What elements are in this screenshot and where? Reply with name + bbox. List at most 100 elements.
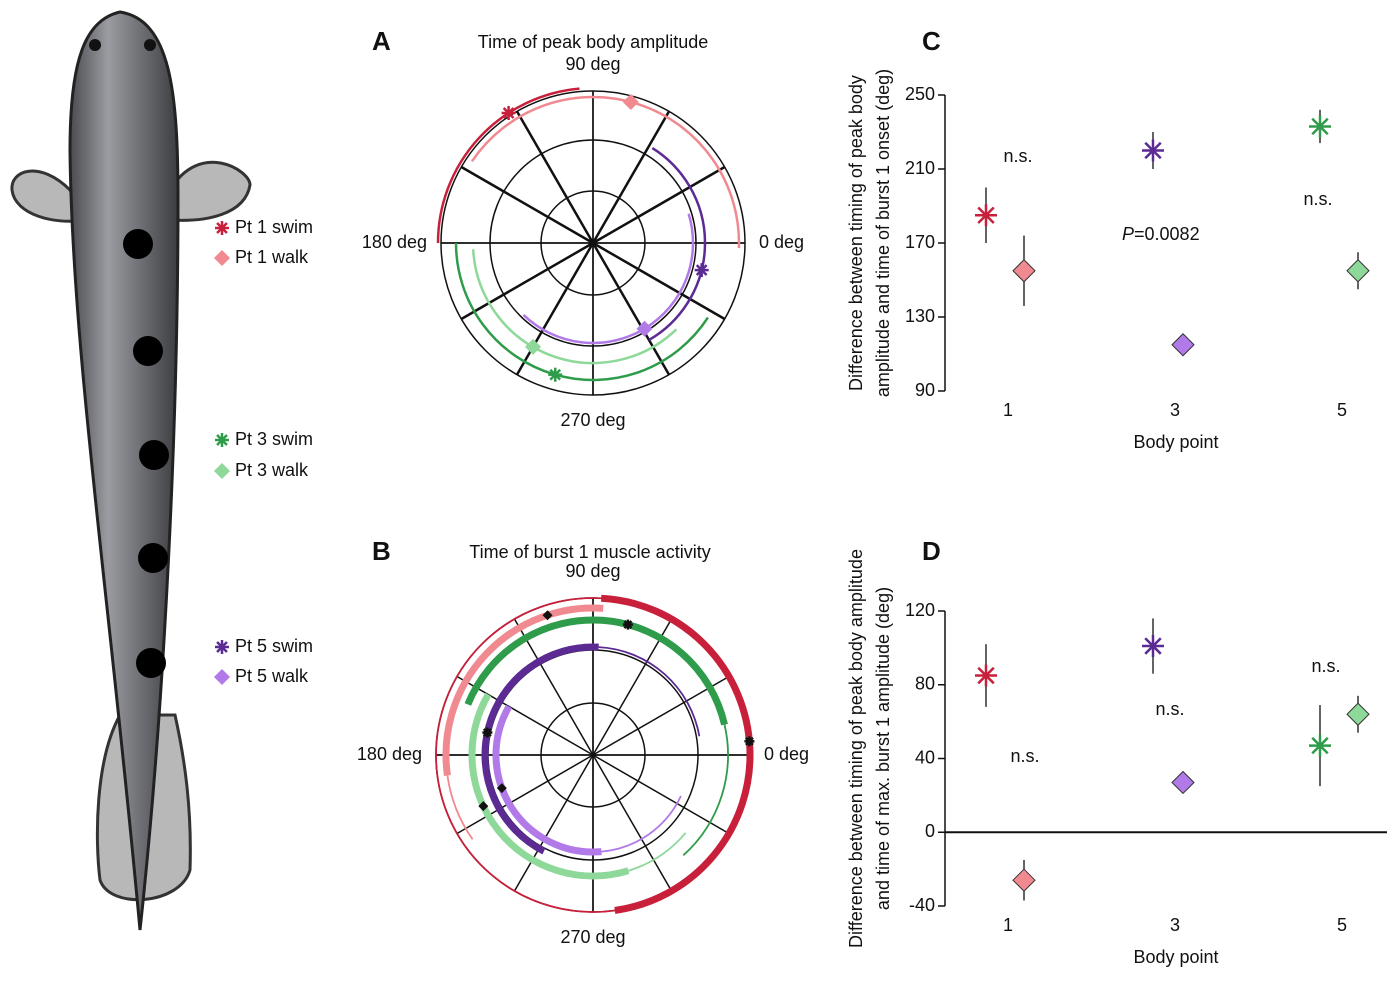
x-tick-label: 1 <box>1003 400 1013 420</box>
phase-arc-thin <box>628 832 687 872</box>
phase-arc-thin <box>682 724 729 856</box>
phase-arc-thin <box>598 646 701 737</box>
x-tick-label: 5 <box>1337 400 1347 420</box>
chart-title: Time of peak body amplitude <box>478 32 708 52</box>
legend-label: Pt 1 walk <box>235 247 309 267</box>
mean-marker <box>636 320 653 337</box>
x-tick-label: 3 <box>1170 400 1180 420</box>
phase-arc-thin <box>446 775 474 840</box>
mean-marker <box>622 619 633 630</box>
panel-label: A <box>372 26 391 56</box>
phase-arc-thick <box>492 704 602 856</box>
legend-marker <box>214 250 230 266</box>
polar-spoke <box>515 242 595 376</box>
y-tick-label: 250 <box>905 84 935 104</box>
polar-spoke <box>592 675 730 756</box>
phase-arc-thin <box>435 597 615 913</box>
data-point <box>1346 702 1370 726</box>
mean-marker <box>694 263 709 278</box>
legend-marker <box>215 640 229 654</box>
p-symbol: P <box>1122 224 1134 244</box>
mean-marker <box>525 338 541 355</box>
mean-marker <box>622 93 639 110</box>
asterisk-stroke <box>977 206 995 224</box>
asterisk-stroke <box>482 728 492 737</box>
phase-arc-thick <box>464 616 728 726</box>
data-point <box>1142 635 1164 658</box>
polar-spoke <box>592 241 726 321</box>
angle-tick-label: 180 deg <box>357 744 422 764</box>
mean-marker <box>542 610 553 621</box>
angle-tick-label: 270 deg <box>560 410 625 430</box>
angle-tick-label: 0 deg <box>764 744 809 764</box>
polar-spoke <box>456 754 594 835</box>
legend-label: Pt 3 swim <box>235 429 313 449</box>
x-axis-label: Body point <box>1133 947 1218 967</box>
data-point <box>1012 868 1036 892</box>
data-point <box>1142 139 1164 162</box>
data-point <box>1346 259 1370 283</box>
body-point <box>133 336 163 366</box>
asterisk-stroke <box>216 434 228 446</box>
phase-arc <box>436 87 580 244</box>
p-value: P=0.0082 <box>1122 224 1200 244</box>
fish-drawing <box>10 10 252 931</box>
phase-arc <box>470 95 741 249</box>
chart-title: Time of burst 1 muscle activity <box>469 542 710 562</box>
body-point <box>139 440 169 470</box>
data-point <box>975 664 997 687</box>
mean-marker <box>501 106 516 121</box>
legend-marker <box>215 433 229 447</box>
polar-spoke <box>592 618 673 756</box>
polar-spoke <box>515 110 595 244</box>
eye <box>89 39 101 51</box>
asterisk-stroke <box>1311 736 1329 755</box>
body-point <box>123 229 153 259</box>
x-tick-label: 5 <box>1337 915 1347 935</box>
x-tick-label: 1 <box>1003 915 1013 935</box>
mean-marker <box>482 727 493 738</box>
asterisk-stroke <box>977 666 995 685</box>
x-tick-label: 3 <box>1170 915 1180 935</box>
mean-marker <box>548 367 563 382</box>
legend-label: Pt 3 walk <box>235 460 309 480</box>
data-point <box>1309 734 1331 757</box>
angle-tick-label: 90 deg <box>565 561 620 581</box>
body-point <box>136 648 166 678</box>
y-tick-label: -40 <box>909 895 935 915</box>
asterisk-stroke <box>695 264 708 276</box>
y-tick-label: 170 <box>905 232 935 252</box>
phase-arc <box>648 146 707 342</box>
phase-arc-thick <box>468 692 630 880</box>
data-point <box>1171 770 1195 795</box>
annotation: n.s. <box>1003 146 1032 166</box>
asterisk-stroke <box>216 222 228 234</box>
y-tick-label: 120 <box>905 600 935 620</box>
y-tick-label: 40 <box>915 747 935 767</box>
angle-tick-label: 180 deg <box>362 232 427 252</box>
polar-spoke <box>513 754 594 892</box>
polar-spoke <box>460 165 594 245</box>
data-point <box>975 204 997 227</box>
polar-spoke <box>592 754 730 835</box>
eye <box>144 39 156 51</box>
angle-tick-label: 0 deg <box>759 232 804 252</box>
angle-tick-label: 90 deg <box>565 54 620 74</box>
asterisk-stroke <box>1311 117 1329 136</box>
legend-marker <box>214 463 230 479</box>
legend-label: Pt 5 swim <box>235 636 313 656</box>
legend-label: Pt 1 swim <box>235 217 313 237</box>
asterisk-stroke <box>623 620 633 630</box>
right-fin <box>168 160 252 222</box>
legend-marker <box>215 221 229 235</box>
mean-marker <box>496 783 507 794</box>
mean-marker <box>744 736 755 747</box>
annotation: n.s. <box>1303 189 1332 209</box>
annotation: n.s. <box>1010 746 1039 766</box>
y-tick-label: 130 <box>905 306 935 326</box>
left-fin <box>10 169 88 223</box>
asterisk-stroke <box>216 641 228 653</box>
phase-arc-thick <box>442 604 604 776</box>
polar-spoke <box>592 754 673 892</box>
